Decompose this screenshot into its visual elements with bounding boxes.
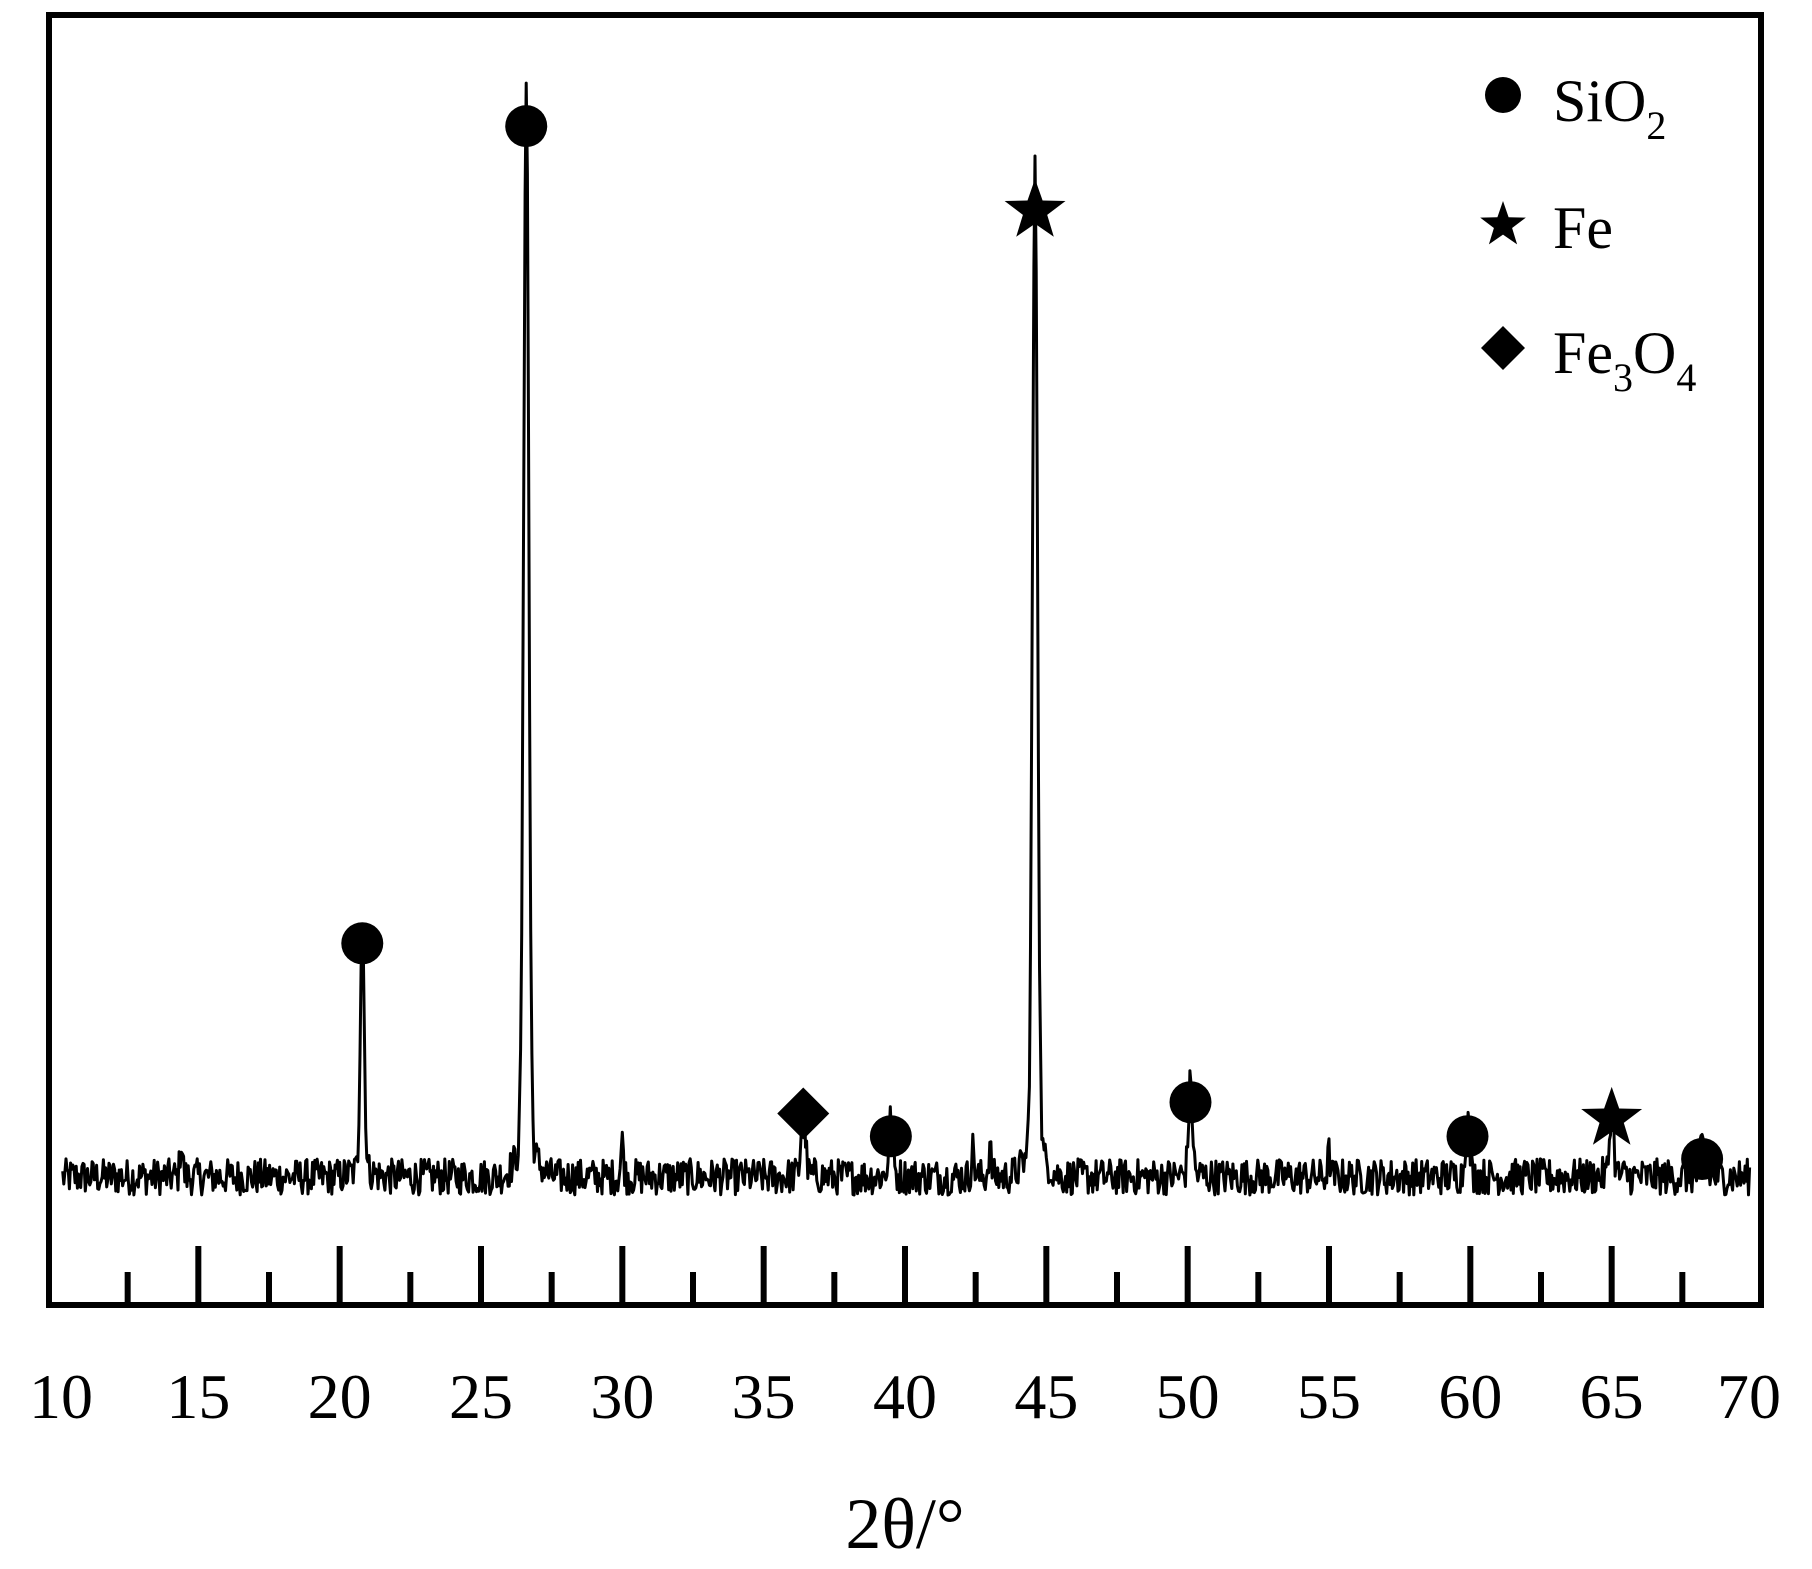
x-tick-label: 20 [308, 1361, 372, 1432]
xrd-pattern [61, 81, 1752, 1197]
x-tick-label: 40 [873, 1361, 937, 1432]
legend-label-fe: Fe [1553, 195, 1613, 261]
peak-marker-circle-icon [1446, 1115, 1489, 1158]
peak-marker-circle-icon [505, 105, 548, 148]
peak-marker-circle-icon [869, 1115, 912, 1158]
peak-marker-circle-icon [1169, 1081, 1212, 1124]
peak-marker-star-icon [1581, 1086, 1643, 1145]
x-tick-label: 55 [1297, 1361, 1361, 1432]
x-tick-label: 60 [1438, 1361, 1502, 1432]
legend-item-fe: Fe [1480, 195, 1613, 261]
legend: SiO2 Fe Fe3O4 [1480, 68, 1696, 400]
x-axis-ticks [124, 1246, 1686, 1302]
x-tick-label: 50 [1156, 1361, 1220, 1432]
diamond-icon [1481, 326, 1525, 370]
peak-marker-circle-icon [341, 922, 384, 965]
star-icon [1480, 201, 1526, 245]
x-tick-label: 35 [732, 1361, 796, 1432]
x-tick-label: 30 [590, 1361, 654, 1432]
x-axis-label: 2θ/° [845, 1484, 964, 1564]
x-tick-label: 15 [166, 1361, 230, 1432]
legend-item-sio2: SiO2 [1485, 68, 1666, 148]
peak-marker-circle-icon [1681, 1137, 1724, 1180]
x-tick-label: 25 [449, 1361, 513, 1432]
peak-marker-diamond-icon [777, 1087, 830, 1140]
plot-frame [46, 12, 1764, 1308]
x-tick-label: 65 [1580, 1361, 1644, 1432]
x-tick-label: 45 [1014, 1361, 1078, 1432]
x-tick-label: 70 [1717, 1361, 1781, 1432]
legend-label-sio2: SiO2 [1553, 68, 1666, 148]
legend-label-fe3o4: Fe3O4 [1553, 320, 1696, 400]
legend-item-fe3o4: Fe3O4 [1481, 320, 1696, 400]
x-tick-label: 10 [29, 1361, 93, 1432]
x-axis-tick-labels: 10 15 20 25 30 35 40 45 50 55 60 65 70 [29, 1361, 1781, 1432]
peak-marker-star-icon [1004, 178, 1066, 237]
peak-markers [341, 105, 1724, 1180]
circle-icon [1485, 77, 1521, 113]
xrd-trace-line [61, 81, 1752, 1197]
